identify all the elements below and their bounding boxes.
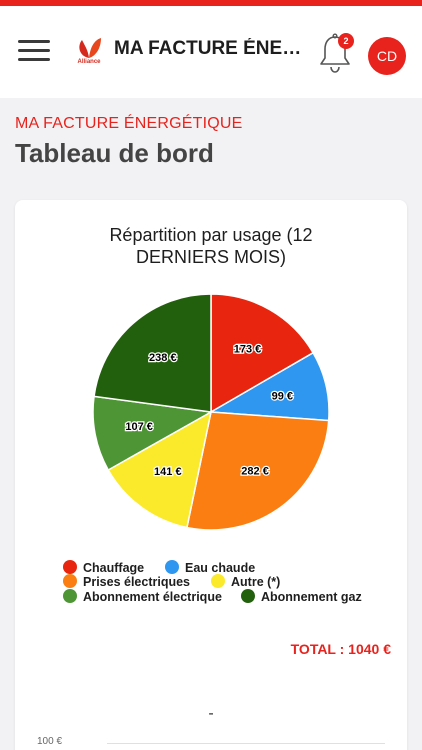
legend-dot xyxy=(63,589,77,603)
legend-item-prises[interactable]: Prises électriques xyxy=(63,574,190,589)
pie-slice-chauffage[interactable] xyxy=(210,293,315,414)
pie-label-prises-electriques: 282 € xyxy=(241,465,269,477)
pie-slice-abonnement-electrique[interactable] xyxy=(92,395,214,471)
notification-badge: 2 xyxy=(338,33,354,49)
top-accent-bar xyxy=(0,0,422,6)
pie-slice-abonnement-gaz[interactable] xyxy=(93,293,212,413)
page-title: Tableau de bord xyxy=(15,138,214,168)
app-title: MA FACTURE ÉNERG... xyxy=(114,38,312,59)
alliance-logo: Alliance xyxy=(76,36,102,70)
legend-dot xyxy=(211,574,225,588)
legend-item-abonnement-gaz[interactable]: Abonnement gaz xyxy=(241,589,362,604)
pie-slice-autre[interactable] xyxy=(107,410,213,529)
legend-item-abonnement-electrique[interactable]: Abonnement électrique xyxy=(63,589,222,604)
chart-title: Répartition par usage (12 DERNIERS MOIS) xyxy=(45,224,377,268)
pie-label-eau-chaude: 99 € xyxy=(272,391,293,403)
page-kicker: MA FACTURE ÉNERGÉTIQUE xyxy=(15,115,243,132)
legend-dot xyxy=(241,589,255,603)
logo-text: Alliance xyxy=(77,59,101,65)
legend-label: Chauffage xyxy=(83,561,145,575)
legend-item-autre[interactable]: Autre (*) xyxy=(211,574,280,589)
legend-label: Prises électriques xyxy=(83,575,191,589)
legend-label: Eau chaude xyxy=(185,561,256,575)
app-header: Alliance MA FACTURE ÉNERG... 2 CD xyxy=(0,6,422,98)
chart-title-line1: Répartition par usage (12 xyxy=(109,225,313,245)
legend-dot xyxy=(63,560,77,574)
pie-slice-prises-electriques[interactable] xyxy=(186,411,330,531)
y-tick-label: 100 € xyxy=(37,736,63,747)
pie-chart: 173 € 99 € 282 € 141 € 107 € 238 € xyxy=(92,293,330,531)
legend-item-eau-chaude[interactable]: Eau chaude xyxy=(165,560,255,575)
legend-item-chauffage[interactable]: Chauffage xyxy=(63,560,144,575)
pie-label-chauffage: 173 € xyxy=(234,344,262,356)
pie-label-autre: 141 € xyxy=(154,466,182,478)
pie-label-abonnement-electrique: 107 € xyxy=(125,421,153,433)
total-amount: TOTAL : 1040 € xyxy=(290,641,391,657)
legend-label: Autre (*) xyxy=(231,575,281,589)
pie-label-abonnement-gaz: 238 € xyxy=(149,352,177,364)
chart-card: Répartition par usage (12 DERNIERS MOIS)… xyxy=(15,200,407,750)
chart-title-line2: DERNIERS MOIS) xyxy=(135,247,286,267)
legend-dot xyxy=(63,574,77,588)
legend-dot xyxy=(165,560,179,574)
avatar[interactable]: CD xyxy=(368,37,406,75)
menu-icon[interactable] xyxy=(18,40,50,62)
legend-label: Abonnement électrique xyxy=(83,590,222,604)
gridline xyxy=(107,743,385,744)
second-chart-title: - xyxy=(208,705,214,722)
legend-label: Abonnement gaz xyxy=(261,590,362,604)
